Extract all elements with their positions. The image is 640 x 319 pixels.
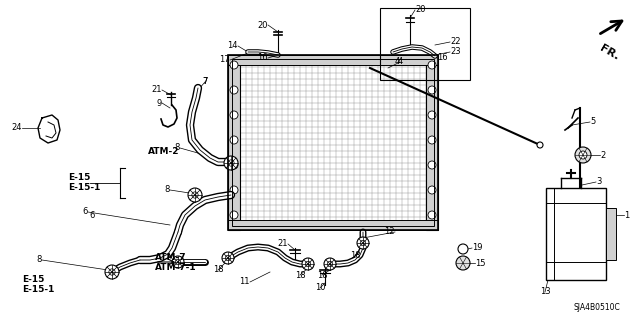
Text: ATM-7: ATM-7: [155, 254, 187, 263]
Text: 2: 2: [600, 151, 605, 160]
Text: 7: 7: [202, 78, 208, 86]
Circle shape: [230, 211, 238, 219]
Text: 12: 12: [385, 227, 395, 236]
Text: SJA4B0510C: SJA4B0510C: [573, 303, 620, 312]
Text: 3: 3: [596, 177, 602, 187]
Text: 20: 20: [257, 20, 268, 29]
Circle shape: [230, 86, 238, 94]
Text: 13: 13: [540, 287, 550, 296]
Bar: [546, 188, 606, 280]
Text: FR.: FR.: [598, 43, 621, 62]
Text: 21: 21: [278, 240, 288, 249]
Circle shape: [230, 61, 238, 69]
Circle shape: [230, 136, 238, 144]
Text: ATM-7-1: ATM-7-1: [155, 263, 196, 271]
Bar: [426, 55, 438, 230]
Text: 16: 16: [437, 54, 447, 63]
Circle shape: [456, 256, 470, 270]
Bar: [380, 8, 470, 80]
Circle shape: [230, 111, 238, 119]
Text: 19: 19: [472, 243, 483, 253]
Text: 5: 5: [590, 117, 595, 127]
Circle shape: [428, 161, 436, 169]
Circle shape: [302, 258, 314, 270]
Text: 24: 24: [12, 123, 22, 132]
Text: 14: 14: [227, 41, 238, 50]
Circle shape: [537, 142, 543, 148]
Circle shape: [324, 258, 336, 270]
Text: 18: 18: [349, 250, 360, 259]
Circle shape: [428, 211, 436, 219]
Circle shape: [458, 244, 468, 254]
Bar: [228, 220, 438, 230]
Text: 8: 8: [175, 144, 180, 152]
Text: 18: 18: [317, 271, 327, 279]
Text: ATM-2: ATM-2: [148, 147, 179, 157]
Circle shape: [428, 86, 436, 94]
Circle shape: [428, 136, 436, 144]
Text: E-15: E-15: [22, 276, 44, 285]
Text: 1: 1: [624, 211, 629, 219]
Text: 20: 20: [415, 5, 426, 14]
Circle shape: [222, 252, 234, 264]
Text: 4: 4: [395, 57, 400, 66]
Text: 10: 10: [315, 284, 325, 293]
Circle shape: [172, 256, 184, 268]
Circle shape: [230, 186, 238, 194]
Text: E-15-1: E-15-1: [68, 182, 100, 191]
Bar: [228, 55, 438, 230]
Bar: [232, 59, 434, 226]
Circle shape: [188, 188, 202, 202]
Circle shape: [428, 61, 436, 69]
Bar: [228, 55, 240, 230]
Text: 6: 6: [83, 207, 88, 217]
Text: 6: 6: [90, 211, 95, 219]
Circle shape: [428, 186, 436, 194]
Text: 16: 16: [257, 54, 268, 63]
Text: 7: 7: [202, 78, 208, 86]
Circle shape: [575, 147, 591, 163]
Text: 4: 4: [397, 57, 403, 66]
Text: 9: 9: [157, 99, 162, 108]
Text: 18: 18: [212, 265, 223, 275]
Text: 22: 22: [450, 38, 461, 47]
Circle shape: [357, 237, 369, 249]
Text: E-15-1: E-15-1: [22, 286, 54, 294]
Text: 11: 11: [239, 278, 250, 286]
Text: E-15: E-15: [68, 174, 90, 182]
Circle shape: [224, 156, 238, 170]
Text: 23: 23: [450, 48, 461, 56]
Circle shape: [230, 161, 238, 169]
Text: 8: 8: [36, 256, 42, 264]
Text: 15: 15: [475, 258, 486, 268]
Bar: [228, 55, 438, 65]
Text: 21: 21: [152, 85, 162, 94]
Circle shape: [105, 265, 119, 279]
Text: 17: 17: [220, 56, 230, 64]
Bar: [606, 208, 616, 260]
Text: 18: 18: [294, 271, 305, 279]
Text: 8: 8: [164, 186, 170, 195]
Circle shape: [428, 111, 436, 119]
Circle shape: [579, 151, 587, 159]
